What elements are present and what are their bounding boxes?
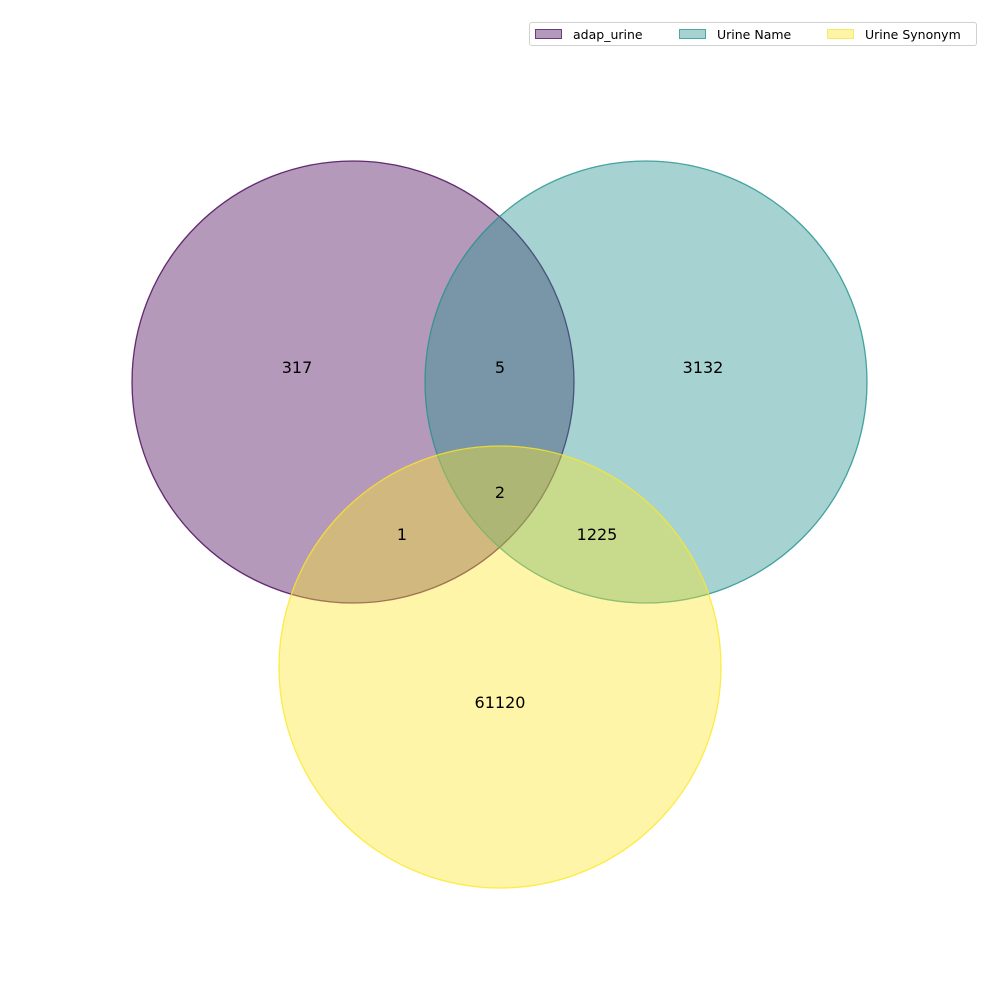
legend-label-urine-synonym: Urine Synonym	[865, 26, 961, 42]
legend-label-urine-name: Urine Name	[717, 26, 792, 42]
region-labels: 317 5 3132 2 1 1225 61120	[282, 358, 724, 712]
legend: adap_urine Urine Name Urine Synonym	[529, 22, 977, 46]
set-circles	[131, 160, 868, 889]
set-circle-urine-synonym	[278, 445, 722, 889]
region-label-all-three: 2	[495, 483, 505, 502]
legend-swatch-urine-name	[679, 29, 706, 39]
legend-item-urine-synonym: Urine Synonym	[827, 23, 961, 45]
region-label-adap-urine-and-urine-synonym: 1	[397, 525, 407, 544]
region-label-urine-name-only: 3132	[683, 358, 724, 377]
legend-swatch-adap-urine	[535, 29, 562, 39]
region-label-urine-synonym-only: 61120	[475, 693, 526, 712]
set-circle-urine-name	[424, 160, 868, 604]
legend-item-urine-name: Urine Name	[679, 23, 791, 45]
region-label-adap-urine-and-urine-name: 5	[495, 358, 505, 377]
set-circle-adap-urine	[131, 160, 575, 604]
legend-item-adap-urine: adap_urine	[535, 23, 643, 45]
region-label-urine-name-and-urine-synonym: 1225	[577, 525, 618, 544]
region-label-adap-urine-only: 317	[282, 358, 313, 377]
legend-label-adap-urine: adap_urine	[573, 26, 643, 42]
legend-swatch-urine-synonym	[827, 29, 854, 39]
